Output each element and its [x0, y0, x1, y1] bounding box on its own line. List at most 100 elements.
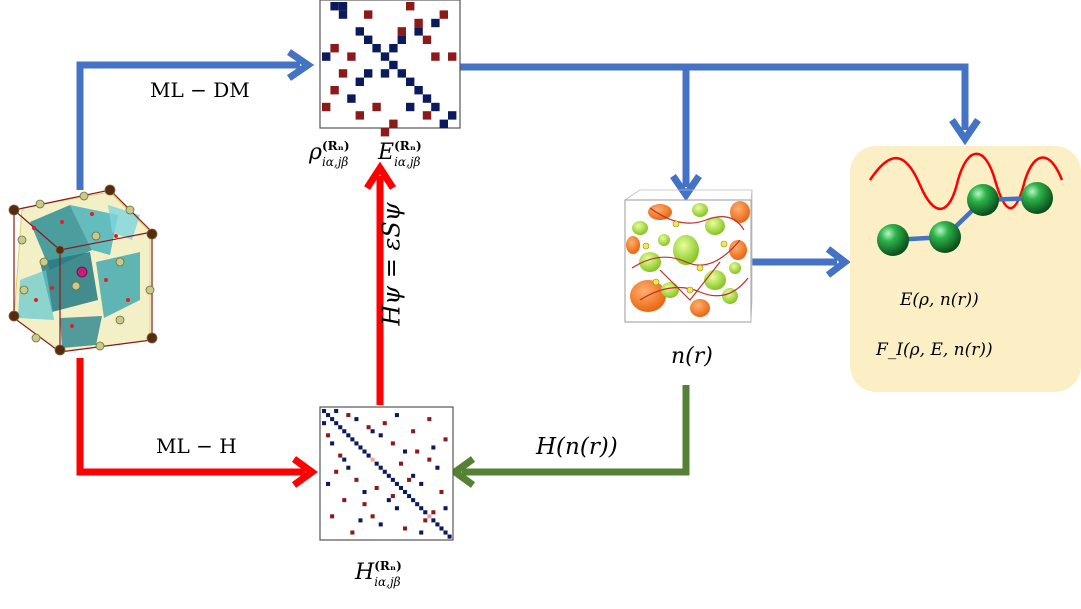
matrix-cell	[322, 409, 327, 414]
ml-dm-label: ML − DM	[150, 78, 250, 102]
force-formula: F_I(ρ, E, n(r))	[876, 340, 993, 360]
matrix-cell	[380, 128, 390, 137]
matrix-cell	[431, 518, 436, 523]
matrix-cell	[330, 44, 339, 53]
matrix-cell	[350, 530, 355, 535]
matrix-cell	[378, 433, 383, 438]
matrix-cell	[439, 526, 444, 531]
e-symbol: E	[378, 140, 395, 165]
matrix-cell	[431, 18, 440, 28]
matrix-cell	[346, 413, 351, 418]
matrix-cell	[419, 481, 424, 486]
density-label: n(r)	[671, 344, 713, 369]
matrix-cell	[364, 69, 373, 78]
matrix-cell	[350, 437, 355, 442]
matrix-cell	[330, 514, 335, 519]
ml-h-arrow	[76, 358, 318, 488]
matrix-cell	[330, 441, 335, 446]
wave-curve	[868, 152, 1064, 210]
matrix-cell	[389, 60, 398, 70]
matrix-cell	[382, 421, 387, 426]
matrix-cell	[355, 27, 364, 36]
h-matrix-label: H (Rₙ) iα,jβ	[355, 560, 402, 588]
h-superscript: (Rₙ)	[374, 559, 402, 573]
e-subscript: iα,jβ	[394, 155, 421, 169]
matrix-cell	[366, 425, 371, 430]
ml-h-label: ML − H	[156, 434, 237, 458]
matrix-cell	[362, 490, 367, 495]
matrix-cell	[338, 10, 348, 19]
matrix-cell	[439, 490, 444, 495]
eigen-equation-label: Hψ = εSψ	[377, 202, 406, 326]
matrix-cell	[374, 485, 379, 490]
matrix-cell	[406, 77, 415, 86]
atom-sphere	[877, 224, 909, 256]
matrix-cell	[448, 111, 457, 120]
matrix-cell	[394, 506, 399, 511]
matrix-cell	[411, 429, 416, 434]
matrix-cell	[403, 449, 408, 454]
matrix-cell	[398, 461, 403, 466]
matrix-cell	[366, 453, 371, 458]
matrix-cell	[386, 473, 391, 478]
matrix-cell	[415, 449, 420, 454]
matrix-cell	[370, 457, 375, 462]
ml-dm-arrow	[76, 49, 315, 190]
matrix-cell	[407, 477, 412, 482]
matrix-cell	[342, 498, 347, 503]
matrix-cell	[322, 52, 331, 61]
matrix-cell	[338, 2, 348, 11]
matrix-cell	[431, 510, 436, 515]
matrix-cell	[403, 526, 408, 531]
matrix-cell	[354, 417, 359, 422]
matrix-cell	[378, 465, 383, 470]
dm-output-arrows	[460, 63, 981, 278]
matrix-cell	[372, 44, 381, 53]
matrix-cell	[355, 77, 364, 86]
output-box	[850, 146, 1081, 392]
matrix-cell	[403, 490, 408, 495]
atom-sphere	[929, 221, 961, 253]
matrix-cell	[397, 35, 406, 44]
e-superscript: (Rₙ)	[394, 139, 422, 153]
matrix-cell	[358, 518, 363, 523]
matrix-cell	[389, 44, 398, 53]
matrix-cell	[427, 457, 432, 462]
matrix-cell	[419, 530, 424, 535]
matrix-cell	[431, 445, 436, 450]
matrix-cell	[322, 102, 331, 112]
matrix-cell	[330, 2, 339, 11]
crystal-structure-image	[6, 184, 158, 356]
matrix-cell	[342, 457, 347, 462]
hamiltonian-matrix-image	[319, 406, 454, 541]
matrix-cell	[439, 10, 448, 19]
h-subscript: iα,jβ	[374, 575, 401, 589]
matrix-cell	[419, 506, 424, 511]
matrix-cell	[414, 27, 423, 36]
matrix-cell	[355, 111, 364, 120]
matrix-cell	[370, 429, 375, 434]
e-matrix-label: E (Rₙ) iα,jβ	[378, 140, 422, 168]
eigen-arrow	[364, 161, 396, 405]
rho-superscript: (Rₙ)	[321, 139, 350, 153]
matrix-cell	[422, 111, 432, 120]
matrix-cell	[330, 86, 339, 95]
matrix-cell	[326, 481, 331, 486]
matrix-cell	[347, 94, 356, 103]
matrix-cell	[389, 119, 398, 128]
matrix-cell	[374, 461, 379, 466]
matrix-cell	[443, 530, 448, 535]
matrix-cell	[390, 477, 395, 482]
matrix-cell	[443, 437, 448, 442]
matrix-cell	[378, 522, 383, 527]
matrix-cell	[407, 494, 412, 499]
matrix-cell	[334, 421, 339, 426]
atom-sphere	[1021, 182, 1053, 214]
matrix-cell	[338, 425, 343, 430]
rho-matrix-label: ρ (Rₙ) iα,jβ	[309, 140, 350, 168]
matrix-cell	[397, 27, 406, 36]
matrix-cell	[415, 502, 420, 507]
matrix-cell	[427, 417, 432, 422]
